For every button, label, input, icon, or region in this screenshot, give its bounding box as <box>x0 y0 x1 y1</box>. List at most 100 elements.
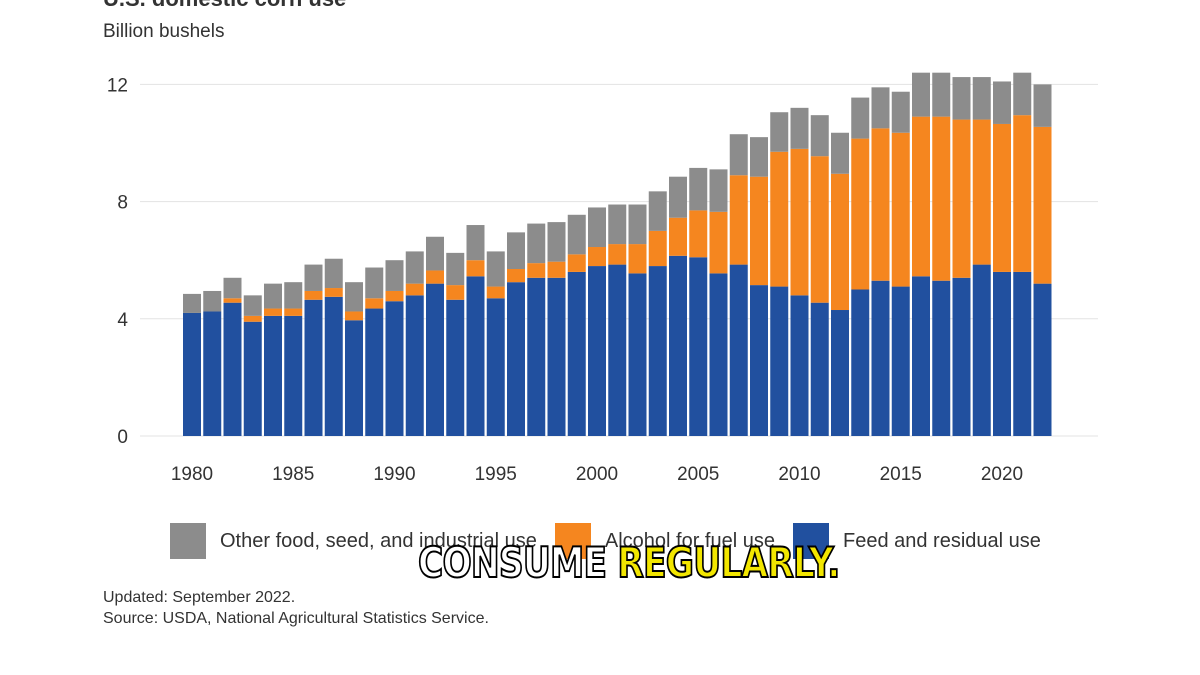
bar-segment <box>385 290 404 302</box>
bar-segment <box>871 128 890 281</box>
bar-segment <box>932 280 951 436</box>
bar-segment <box>507 232 525 269</box>
bar-segment <box>669 217 687 256</box>
bar-segment <box>972 77 991 120</box>
bar-segment <box>790 295 809 436</box>
bar-segment <box>588 266 606 436</box>
bar-segment <box>486 251 505 287</box>
bar-segment <box>689 210 708 258</box>
bar-segment <box>729 175 748 265</box>
bar-segment <box>932 116 951 281</box>
bar-segment <box>891 91 910 133</box>
source-note: Source: USDA, National Agricultural Stat… <box>103 610 489 627</box>
bar-segment <box>567 254 586 272</box>
bar-segment <box>324 296 343 436</box>
bar-segment <box>851 97 870 139</box>
bar-segment <box>466 276 485 436</box>
bar-segment <box>426 270 444 284</box>
bar-segment <box>750 137 768 177</box>
bar-segment <box>810 115 829 157</box>
bar-segment <box>871 280 890 436</box>
bar-segment <box>588 207 606 248</box>
bar-segment <box>891 286 910 436</box>
legend-item-other: Other food, seed, and industrial use <box>170 523 537 559</box>
bar-segment <box>851 289 870 436</box>
bar-segment <box>790 148 809 296</box>
bar-segment <box>446 299 465 436</box>
bar-segment <box>993 81 1011 124</box>
bar-segment <box>486 298 505 436</box>
bar-segment <box>284 315 303 436</box>
bar-segment <box>669 255 687 436</box>
bar-segment <box>426 283 444 436</box>
bar-segment <box>446 252 465 286</box>
bar-segment <box>385 301 404 436</box>
footer: Updated: September 2022. Source: USDA, N… <box>103 587 489 629</box>
bar-segment <box>770 286 789 436</box>
bar-segment <box>912 72 930 117</box>
bar-segment <box>507 268 525 283</box>
bar-segment <box>851 138 870 290</box>
legend-label-other: Other food, seed, and industrial use <box>220 529 537 552</box>
bar-segment <box>547 261 566 278</box>
bar-segment <box>466 225 485 261</box>
bar-segment <box>405 295 424 436</box>
x-tick-label: 2020 <box>981 464 1023 485</box>
y-tick-label: 8 <box>117 193 128 214</box>
bar-segment <box>1033 283 1052 436</box>
bar-segment <box>912 116 930 277</box>
bar-segment <box>952 277 971 436</box>
bar-segment <box>952 119 971 278</box>
bar-segment <box>345 282 363 312</box>
bar-segment <box>952 77 971 120</box>
bar-segment <box>608 204 627 245</box>
chart-title: U.S. domestic corn use <box>103 0 346 12</box>
updated-note: Updated: September 2022. <box>103 589 296 606</box>
bar-segment <box>770 112 789 152</box>
bar-segment <box>993 271 1011 436</box>
bar-segment <box>628 204 647 245</box>
bar-segment <box>507 282 525 436</box>
bar-segment <box>304 290 323 300</box>
bar-segment <box>648 266 667 436</box>
bar-segment <box>912 276 930 436</box>
legend-item-alcohol: Alcohol for fuel use <box>554 523 775 559</box>
bar-segment <box>385 260 404 291</box>
bar-segment <box>831 173 849 311</box>
bar-segment <box>345 311 363 321</box>
bar-segment <box>405 283 424 296</box>
y-tick-label: 0 <box>117 427 128 448</box>
x-tick-label: 2005 <box>677 464 719 485</box>
bar-segment <box>203 290 222 312</box>
bar-segment <box>527 223 546 264</box>
bar-segment <box>608 244 627 265</box>
legend-label-feed: Feed and residual use <box>842 529 1041 552</box>
bar-segment <box>993 123 1011 272</box>
bar-segment <box>243 315 262 322</box>
bar-segment <box>527 263 546 278</box>
video-caption: CONSUME REGULARLY. <box>417 537 841 588</box>
bar-segment <box>810 156 829 303</box>
bar-segment <box>304 264 323 291</box>
bar-segment <box>729 134 748 176</box>
bar-segment <box>628 273 647 436</box>
bar-segment <box>223 302 242 436</box>
bar-segment <box>324 288 343 297</box>
bar-segment <box>831 132 849 174</box>
orange-square-icon <box>554 523 591 559</box>
bar-segment <box>932 72 951 117</box>
bar-segment <box>972 264 991 436</box>
bar-segment <box>324 258 343 289</box>
bar-segment <box>709 273 728 436</box>
legend: Other food, seed, and industrial use Alc… <box>170 523 1059 559</box>
x-tick-label: 2010 <box>778 464 820 485</box>
y-tick-label: 12 <box>107 75 128 96</box>
bar-segment <box>446 285 465 300</box>
bar-segment <box>426 236 444 271</box>
bar-segment <box>547 277 566 436</box>
stacked-bar-chart: 0 4 8 12 1980 1985 1990 1995 2000 2005 2010 2015 202… <box>107 72 1098 485</box>
bar-segment <box>466 260 485 277</box>
x-tick-label: 2000 <box>576 464 618 485</box>
y-tick-label: 4 <box>117 310 128 331</box>
bar-segment <box>203 311 222 436</box>
